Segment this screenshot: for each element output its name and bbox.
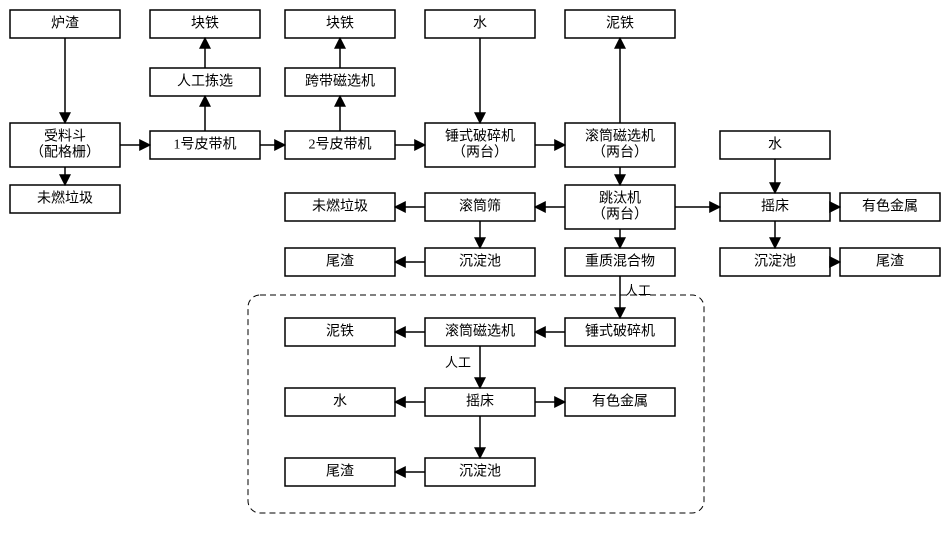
node-guntongshai: 滚筒筛 xyxy=(425,193,535,221)
node-nitie1: 泥铁 xyxy=(565,10,675,38)
node-label: 炉渣 xyxy=(51,16,79,32)
node-label: （配格栅） xyxy=(30,145,100,161)
node-label: 沉淀池 xyxy=(459,464,501,480)
node-shouliao: 受料斗（配格栅） xyxy=(10,123,120,167)
node-nitie2: 泥铁 xyxy=(285,318,395,346)
node-label: （两台） xyxy=(592,145,648,161)
node-weizha3: 尾渣 xyxy=(285,458,395,486)
node-label: 尾渣 xyxy=(326,464,354,480)
node-label: 泥铁 xyxy=(326,324,354,340)
node-youse2: 有色金属 xyxy=(565,388,675,416)
node-luzha: 炉渣 xyxy=(10,10,120,38)
node-rengong: 人工拣选 xyxy=(150,68,260,96)
node-label: 1号皮带机 xyxy=(174,137,237,153)
node-label: 块铁 xyxy=(191,16,219,32)
node-pidai1: 1号皮带机 xyxy=(150,131,260,159)
node-shui2: 水 xyxy=(720,131,830,159)
node-chuishi2: 锤式破碎机 xyxy=(565,318,675,346)
node-label: 滚筒磁选机 xyxy=(445,323,515,340)
node-label: 有色金属 xyxy=(592,393,648,410)
node-label: 未燃垃圾 xyxy=(37,190,93,207)
node-weizha2: 尾渣 xyxy=(840,248,940,276)
edge-label: 人工 xyxy=(625,283,651,298)
node-weiran2: 未燃垃圾 xyxy=(10,185,120,213)
node-label: 有色金属 xyxy=(862,198,918,215)
node-yaochuang2: 摇床 xyxy=(425,388,535,416)
node-chuishi: 锤式破碎机（两台） xyxy=(425,123,535,167)
node-label: 沉淀池 xyxy=(459,254,501,270)
node-label: 锤式破碎机 xyxy=(585,324,655,340)
node-label: 滚筒磁选机 xyxy=(585,128,655,145)
node-label: 水 xyxy=(473,16,487,32)
node-label: 未燃垃圾 xyxy=(312,198,368,215)
node-label: 摇床 xyxy=(466,394,494,410)
node-shui1: 水 xyxy=(425,10,535,38)
node-label: 水 xyxy=(768,137,782,153)
node-kuadai: 跨带磁选机 xyxy=(285,68,395,96)
node-tiaotai: 跳汰机（两台） xyxy=(565,185,675,229)
node-label: 受料斗 xyxy=(44,129,86,145)
node-label: 跳汰机 xyxy=(599,191,641,207)
node-youse1: 有色金属 xyxy=(840,193,940,221)
node-label: 块铁 xyxy=(326,16,354,32)
node-kuaitie1: 块铁 xyxy=(150,10,260,38)
node-label: 沉淀池 xyxy=(754,254,796,270)
node-pidai2: 2号皮带机 xyxy=(285,131,395,159)
node-chendian1: 沉淀池 xyxy=(425,248,535,276)
node-label: 重质混合物 xyxy=(585,254,655,270)
edge-label: 人工 xyxy=(445,355,471,370)
node-label: 锤式破碎机 xyxy=(445,129,515,145)
node-zhongzhi: 重质混合物 xyxy=(565,248,675,276)
node-yaochuang1: 摇床 xyxy=(720,193,830,221)
node-label: 尾渣 xyxy=(326,254,354,270)
node-label: 水 xyxy=(333,394,347,410)
node-label: 滚筒筛 xyxy=(459,198,501,215)
node-label: 摇床 xyxy=(761,199,789,215)
node-label: 2号皮带机 xyxy=(309,137,372,153)
node-label: （两台） xyxy=(452,145,508,161)
node-shui3: 水 xyxy=(285,388,395,416)
node-weizha1: 尾渣 xyxy=(285,248,395,276)
node-weiran: 未燃垃圾 xyxy=(285,193,395,221)
node-chendian3: 沉淀池 xyxy=(425,458,535,486)
node-gtcx2: 滚筒磁选机 xyxy=(425,318,535,346)
node-label: 泥铁 xyxy=(606,16,634,32)
node-kuaitie2: 块铁 xyxy=(285,10,395,38)
node-label: 跨带磁选机 xyxy=(305,74,375,90)
node-label: 尾渣 xyxy=(876,254,904,270)
node-chendian2: 沉淀池 xyxy=(720,248,830,276)
node-label: （两台） xyxy=(592,207,648,223)
node-guntongcx: 滚筒磁选机（两台） xyxy=(565,123,675,167)
node-label: 人工拣选 xyxy=(177,74,233,90)
